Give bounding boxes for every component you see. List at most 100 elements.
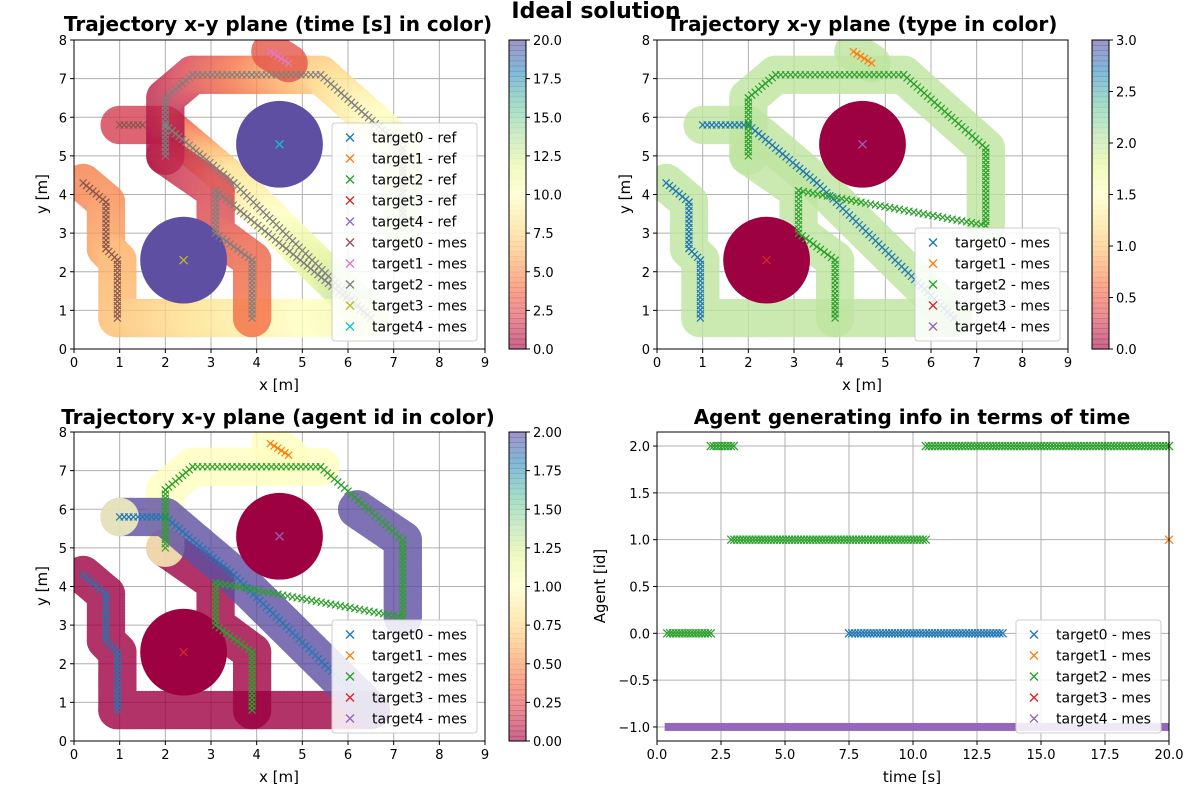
colorbar-band <box>509 612 526 618</box>
colorbar-band <box>1092 117 1109 123</box>
colorbar-tick-label: 2.5 <box>1116 86 1137 101</box>
y-tick-label: 0.0 <box>629 627 650 642</box>
x-tick-label: 7.5 <box>839 748 860 763</box>
colorbar-tick-label: 0.75 <box>533 619 562 634</box>
marker-point <box>831 314 840 323</box>
y-tick-label: 0.5 <box>629 581 650 596</box>
y-tick-label: 5 <box>59 542 67 557</box>
colorbar-band <box>509 266 526 273</box>
colorbar-band <box>509 694 526 701</box>
colorbar-tick-label: 1.50 <box>533 503 562 518</box>
y-tick-label: 8 <box>59 34 67 49</box>
legend: target0 - mes target1 - mes target2 - mes t… <box>914 227 1061 342</box>
colorbar-band <box>509 462 526 469</box>
legend-entry: target4 - mes <box>1056 712 1151 728</box>
marker-point <box>222 629 231 638</box>
plot-content <box>662 441 1174 731</box>
colorbar-band <box>1092 194 1109 201</box>
legend-marker <box>928 301 938 310</box>
marker-point <box>849 47 858 56</box>
colorbar-band <box>509 240 526 247</box>
marker-series <box>179 647 189 657</box>
legend-entry: target3 - mes <box>1056 691 1151 707</box>
x-axis-label: x [m] <box>842 376 882 394</box>
colorbar-band <box>1092 333 1109 340</box>
colorbar-band <box>1092 282 1109 288</box>
marker-point <box>229 634 238 643</box>
legend-marker <box>345 714 355 723</box>
colorbar-band <box>1092 261 1109 268</box>
colorbar-tick-label: 1.5 <box>1116 189 1137 204</box>
colorbar-band <box>509 627 526 634</box>
y-tick-label: 0 <box>59 343 67 358</box>
y-tick-label: 7 <box>59 73 67 88</box>
colorbar-band <box>509 292 526 299</box>
marker-point <box>226 240 235 248</box>
colorbar-tick-label: 7.5 <box>533 227 554 242</box>
colorbar-tick-label: 5.0 <box>533 266 554 281</box>
y-tick-label: 4 <box>59 189 67 204</box>
colorbar: 0.00 0.25 0.50 0.75 1.00 1.25 1.50 1.75 2.00 <box>508 426 562 750</box>
legend-entry: target0 - ref <box>372 131 457 147</box>
legend-marker <box>345 651 355 660</box>
x-tick-label: 2.5 <box>711 748 732 763</box>
agent-marker <box>995 628 1004 638</box>
y-tick-label: 1 <box>59 304 67 319</box>
x-tick-label: 2 <box>161 748 169 763</box>
x-axis-label: x [m] <box>259 768 299 786</box>
y-tick-label: 0 <box>59 735 67 750</box>
colorbar-band <box>509 137 526 144</box>
legend-marker <box>345 301 355 310</box>
colorbar-band <box>509 60 526 67</box>
subplot-time-color: Trajectory x-y plane (time [s] in color)… <box>33 12 562 394</box>
colorbar-tick-label: 0.25 <box>533 696 562 711</box>
colorbar-band <box>509 230 526 237</box>
colorbar-band <box>509 209 526 216</box>
colorbar-band <box>509 735 526 742</box>
colorbar-band <box>1092 60 1109 67</box>
colorbar-band <box>509 535 526 541</box>
marker-point <box>275 139 284 149</box>
x-tick-label: 8 <box>435 748 443 763</box>
marker-series <box>275 531 284 541</box>
colorbar-band <box>509 302 526 309</box>
legend-entry: target1 - mes <box>1056 649 1151 665</box>
x-axis-label: x [m] <box>259 376 299 394</box>
colorbar-band <box>509 468 526 474</box>
y-tick-label: 2 <box>642 266 650 281</box>
marker-point <box>812 242 821 251</box>
marker-point <box>273 444 282 453</box>
colorbar-band <box>509 287 526 293</box>
colorbar-band <box>509 307 526 314</box>
colorbar-band <box>1092 65 1109 72</box>
colorbar-band <box>509 323 526 329</box>
colorbar-band <box>509 715 526 721</box>
y-tick-label: 0 <box>642 343 650 358</box>
colorbar-band <box>509 179 526 185</box>
colorbar: 0.0 0.5 1.0 1.5 2.0 2.5 3.0 <box>1091 34 1137 358</box>
colorbar-band <box>509 70 526 77</box>
marker-point <box>229 242 238 251</box>
y-tick-label: 1 <box>642 304 650 319</box>
legend-marker <box>928 238 938 247</box>
marker-point <box>248 314 257 323</box>
legend-box <box>914 227 1061 342</box>
marker-point <box>809 240 818 248</box>
subplot-title: Trajectory x-y plane (agent id in color) <box>61 405 495 429</box>
agent-segment <box>664 722 1169 731</box>
colorbar-band <box>509 586 526 593</box>
x-tick-label: 7 <box>390 748 398 763</box>
legend-entry: target2 - mes <box>372 278 467 294</box>
colorbar-band <box>1092 292 1109 299</box>
marker-series <box>849 47 876 68</box>
x-axis-label: time [s] <box>883 768 941 786</box>
colorbar-band <box>509 684 526 691</box>
colorbar-band <box>1092 158 1109 165</box>
marker-point <box>762 255 772 265</box>
y-tick-label: 1 <box>59 696 67 711</box>
colorbar-band <box>1092 50 1109 57</box>
agent-marker <box>729 441 739 451</box>
colorbar-tick-label: 0.50 <box>533 658 562 673</box>
marker-point <box>244 253 253 262</box>
colorbar-tick-label: 1.25 <box>533 542 562 557</box>
